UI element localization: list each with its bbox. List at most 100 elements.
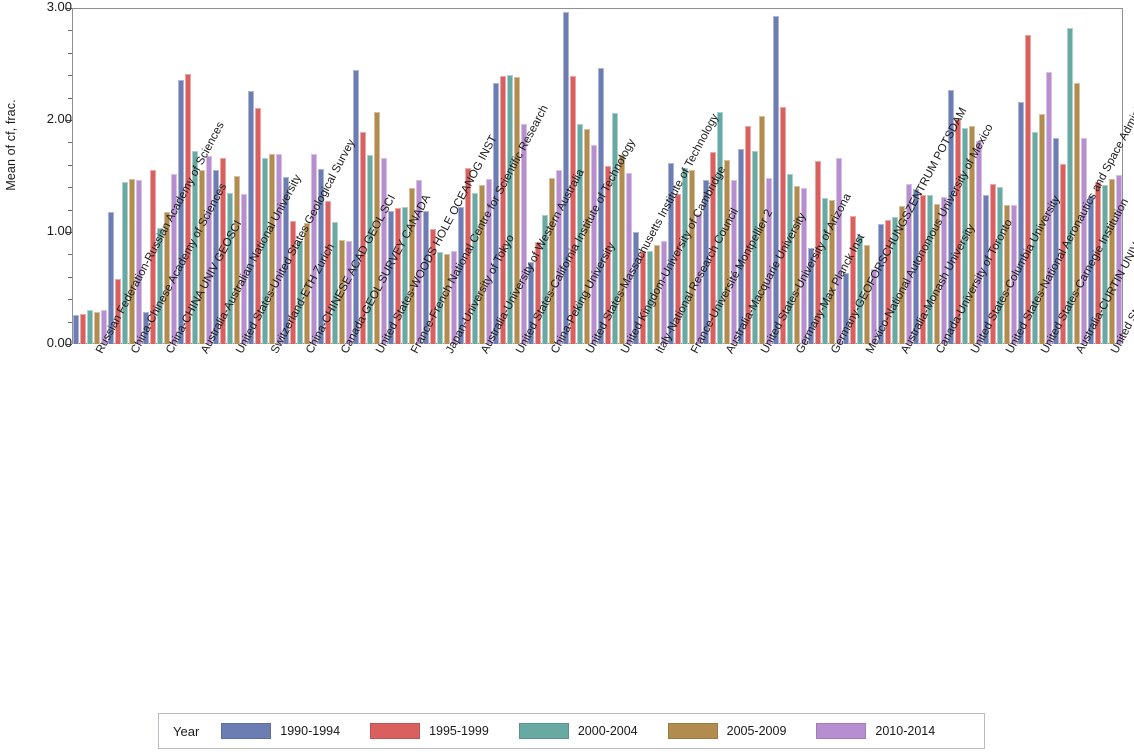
bar (352, 69, 359, 344)
y-tick-minor-mark (68, 52, 72, 54)
y-tick-mark (65, 8, 72, 9)
bar (275, 153, 282, 344)
bar (170, 173, 177, 344)
bar (583, 128, 590, 344)
bar-group (457, 8, 492, 344)
bar (331, 221, 338, 344)
bar-group (1088, 8, 1123, 344)
legend-swatch (518, 723, 569, 739)
legend-label: 2000-2004 (577, 724, 638, 738)
bar-group (142, 8, 177, 344)
bar (759, 115, 766, 344)
bar (955, 118, 962, 344)
y-tick-minor-mark (68, 142, 72, 144)
bar (338, 239, 345, 344)
bar (541, 215, 548, 344)
legend-item[interactable]: 2005-2009 (667, 723, 786, 739)
bar (226, 192, 233, 344)
legend-item[interactable]: 2010-2014 (816, 723, 935, 739)
bar (836, 158, 843, 344)
y-tick-label: 0.00 (46, 335, 72, 350)
bar (184, 74, 191, 344)
bar (562, 12, 569, 344)
bar (450, 251, 457, 344)
bar (696, 214, 703, 344)
bar (408, 188, 415, 344)
bar-group (913, 8, 948, 344)
bar (555, 170, 562, 344)
bar (976, 141, 983, 344)
bar (135, 180, 142, 344)
bar (492, 83, 499, 344)
bar (605, 165, 612, 344)
bar (72, 314, 79, 344)
bar (93, 311, 100, 344)
bar (633, 232, 640, 344)
bar (689, 170, 696, 344)
bar (808, 247, 815, 344)
bar (878, 224, 885, 344)
bar (254, 107, 261, 344)
bar (654, 245, 661, 344)
bar (927, 195, 934, 344)
bar-group (1018, 8, 1053, 344)
bar (1018, 102, 1025, 344)
y-tick-minor-mark (68, 187, 72, 189)
legend-item[interactable]: 2000-2004 (518, 723, 638, 739)
bar (303, 223, 310, 344)
bar (1088, 196, 1095, 344)
y-tick-label: 3.00 (46, 0, 72, 14)
bar (471, 192, 478, 344)
y-tick-minor-mark (68, 254, 72, 256)
bar-group (703, 8, 738, 344)
bar (598, 68, 605, 344)
bar (324, 200, 331, 344)
bar (1039, 114, 1046, 344)
bar (801, 188, 808, 344)
bar (359, 132, 366, 344)
bar-group (668, 8, 703, 344)
legend-item[interactable]: 1995-1999 (370, 723, 489, 739)
bar (920, 195, 927, 344)
bar-group (527, 8, 562, 344)
bar (268, 153, 275, 344)
bar (1081, 137, 1088, 344)
bar (548, 178, 555, 344)
bar (766, 178, 773, 344)
bar-group (808, 8, 843, 344)
bar (843, 273, 850, 344)
bar (1060, 163, 1067, 344)
bar (913, 189, 920, 344)
bar (191, 151, 198, 344)
bar (205, 155, 212, 344)
bar (282, 177, 289, 344)
legend-swatch (221, 723, 272, 739)
bar (675, 193, 682, 344)
legend-label: 2010-2014 (875, 724, 936, 738)
bar (1102, 184, 1109, 344)
bar (128, 179, 135, 344)
bar-group (492, 8, 527, 344)
bar (443, 254, 450, 344)
y-tick-minor-mark (68, 30, 72, 32)
legend-title: Year (173, 723, 200, 739)
y-tick-minor-mark (68, 97, 72, 99)
bar-group (352, 8, 387, 344)
legend-item[interactable]: 1990-1994 (221, 723, 340, 739)
bar (177, 79, 184, 344)
bar (815, 161, 822, 344)
bar (1067, 28, 1074, 344)
bar (640, 251, 647, 344)
bar (612, 113, 619, 344)
y-tick-mark (65, 120, 72, 121)
bar (513, 77, 520, 344)
bar (906, 183, 913, 344)
bar-group (738, 8, 773, 344)
bar (752, 151, 759, 344)
bar (1025, 34, 1032, 344)
bar (233, 176, 240, 344)
bar (527, 262, 534, 344)
bar-group (177, 8, 212, 344)
bar (962, 127, 969, 344)
